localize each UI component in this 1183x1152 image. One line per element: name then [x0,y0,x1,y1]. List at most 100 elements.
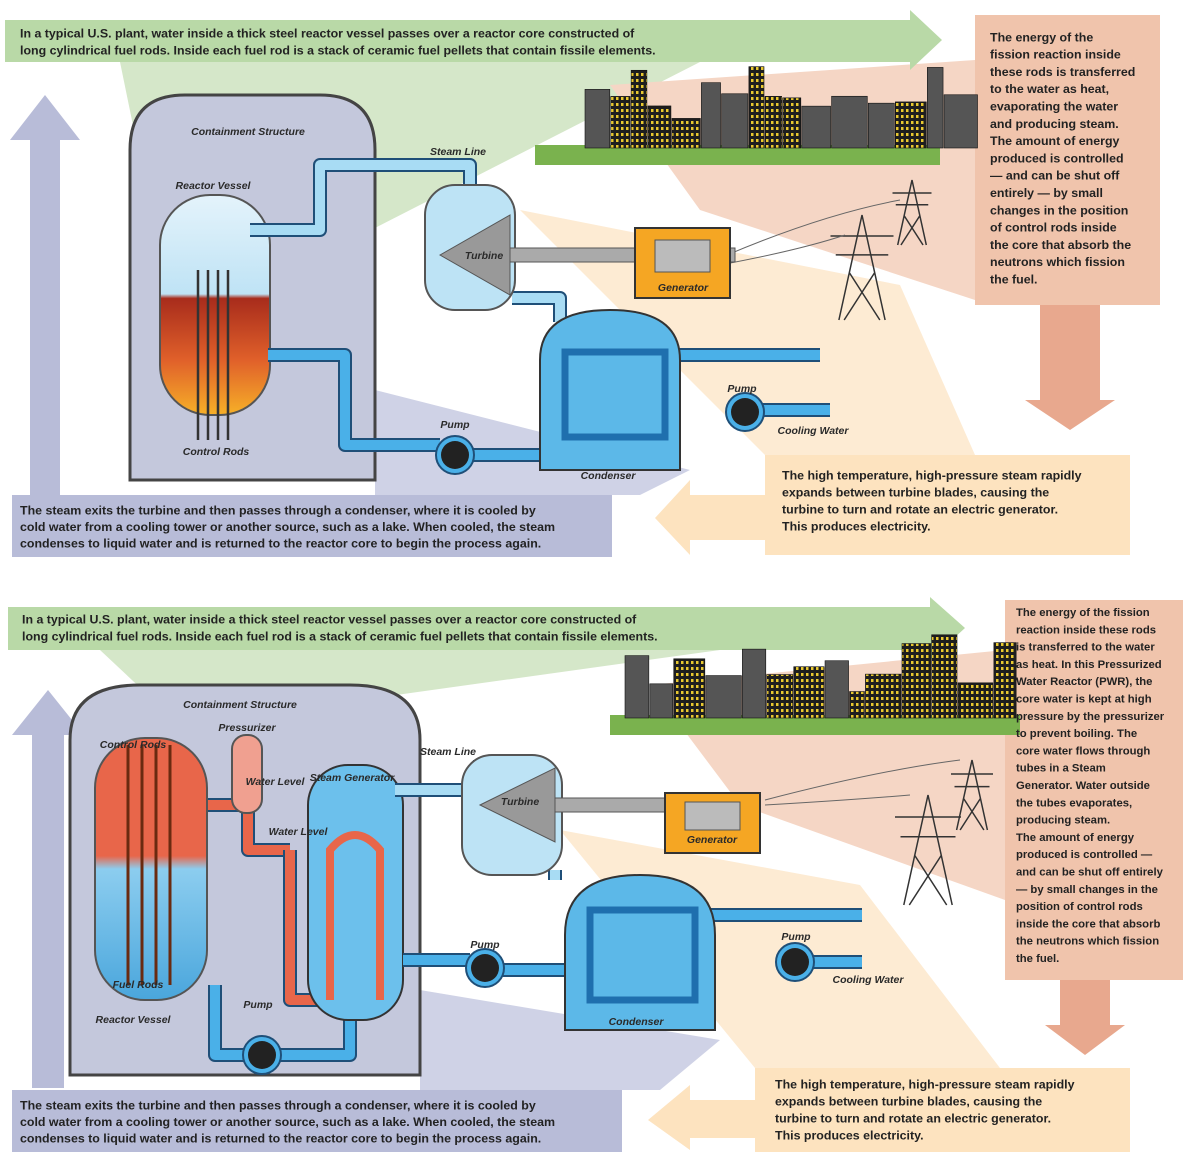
text-line: core water flows through [1016,745,1150,757]
building [764,96,782,149]
component-label: Fuel Rods [113,979,164,991]
pylon [895,794,961,906]
component-label: Steam Generator [310,772,396,784]
condenser [539,308,681,471]
building [584,89,611,149]
building [742,648,767,719]
building [647,105,672,149]
text-line: In a typical U.S. plant, water inside a … [20,26,635,40]
text-line: long cylindrical fuel rods. Inside each … [20,43,656,57]
reactor-vessel [94,737,208,1001]
text-line: position of control rods [1016,901,1143,913]
building [782,97,802,149]
text-line: cold water from a cooling tower or anoth… [20,520,555,534]
bottom-right-box [765,455,1130,555]
text-line: long cylindrical fuel rods. Inside each … [22,629,658,643]
reactor-vessel [159,194,271,416]
text-line: expands between turbine blades, causing … [782,485,1049,499]
component-label: Condenser [581,470,637,482]
u-tube [326,831,384,1000]
steam-generator [307,764,404,1021]
arrow-down [1025,305,1115,430]
text-line: the tubes evaporates, [1016,797,1132,809]
building [673,658,706,719]
text-line: the neutrons which fission [1016,936,1159,948]
component-label: Generator [687,834,738,846]
component-label: Cooling Water [833,974,905,986]
pipe [512,293,565,322]
component-label: Pump [781,931,811,943]
text-line: entirely — by small [990,186,1103,200]
side-box [975,15,1160,305]
text-line: evaporating the water [990,99,1118,113]
building [865,673,902,719]
component-label: Steam Line [420,746,476,758]
building [824,660,849,719]
building [895,101,927,149]
component-label: Pump [470,939,500,951]
component-label: Water Level [269,826,329,838]
building [721,93,749,149]
component-label: Water Level [246,776,306,788]
text-line: of control rods inside [990,221,1117,235]
building [701,82,721,149]
building [931,634,958,719]
text-line: neutrons which fission [990,255,1125,269]
text-line: This produces electricity. [775,1128,924,1142]
bottom-left-box [12,1090,622,1152]
text-line: turbine to turn and rotate an electric g… [782,502,1058,516]
text-line: fission reaction inside [990,48,1121,62]
arrow-purple [12,690,84,1088]
text-line: The high temperature, high-pressure stea… [782,468,1082,482]
ground [610,715,1020,735]
text-line: turbine to turn and rotate an electric g… [775,1111,1051,1125]
text-line: In a typical U.S. plant, water inside a … [22,612,637,626]
building [943,94,978,149]
text-line: pressure by the pressurizer [1016,711,1165,723]
text-line: The steam exits the turbine and then pas… [20,503,536,517]
condenser-tubes [586,906,699,1004]
text-line: The amount of energy [990,134,1120,148]
text-line: condenses to liquid water and is returne… [20,1131,541,1145]
building [849,691,865,719]
ground [535,145,940,165]
building [927,67,944,149]
component-label: Turbine [501,796,539,808]
pylon [892,179,932,246]
building [671,118,701,149]
arrow-green [8,597,965,660]
wash [520,210,975,455]
wires [719,199,901,266]
component-label: Containment Structure [191,126,305,138]
text-line: tubes in a Steam [1016,763,1106,775]
bottom-left-box [12,495,612,557]
component-label: Pump [243,999,273,1011]
text-line: to prevent boiling. The [1016,728,1137,740]
pressurizer [231,734,263,814]
condenser-tubes [561,348,669,441]
building [801,105,831,149]
component-label: Turbine [465,250,503,262]
text-line: these rods is transferred [990,65,1135,79]
side-box [1005,600,1183,980]
component-label: Reactor Vessel [96,1014,172,1026]
building [831,95,868,149]
text-line: the core that absorb the [990,238,1131,252]
text-line: to the water as heat, [990,82,1109,96]
text-line: the fuel. [1016,953,1059,965]
building [867,102,895,149]
building [610,96,631,149]
pump-rotor [248,1041,276,1069]
text-line: reaction inside these rods [1016,624,1156,636]
component-label: Control Rods [183,446,250,458]
component-label: Cooling Water [778,425,850,437]
text-line: This produces electricity. [782,519,931,533]
pylon [830,214,894,321]
text-line: produced is controlled — [1016,849,1153,861]
wash [420,990,720,1090]
text-line: producing steam. [1016,815,1110,827]
arrow-green [5,10,942,70]
component-label: Control Rods [100,739,167,751]
text-line: The energy of the [990,30,1093,44]
